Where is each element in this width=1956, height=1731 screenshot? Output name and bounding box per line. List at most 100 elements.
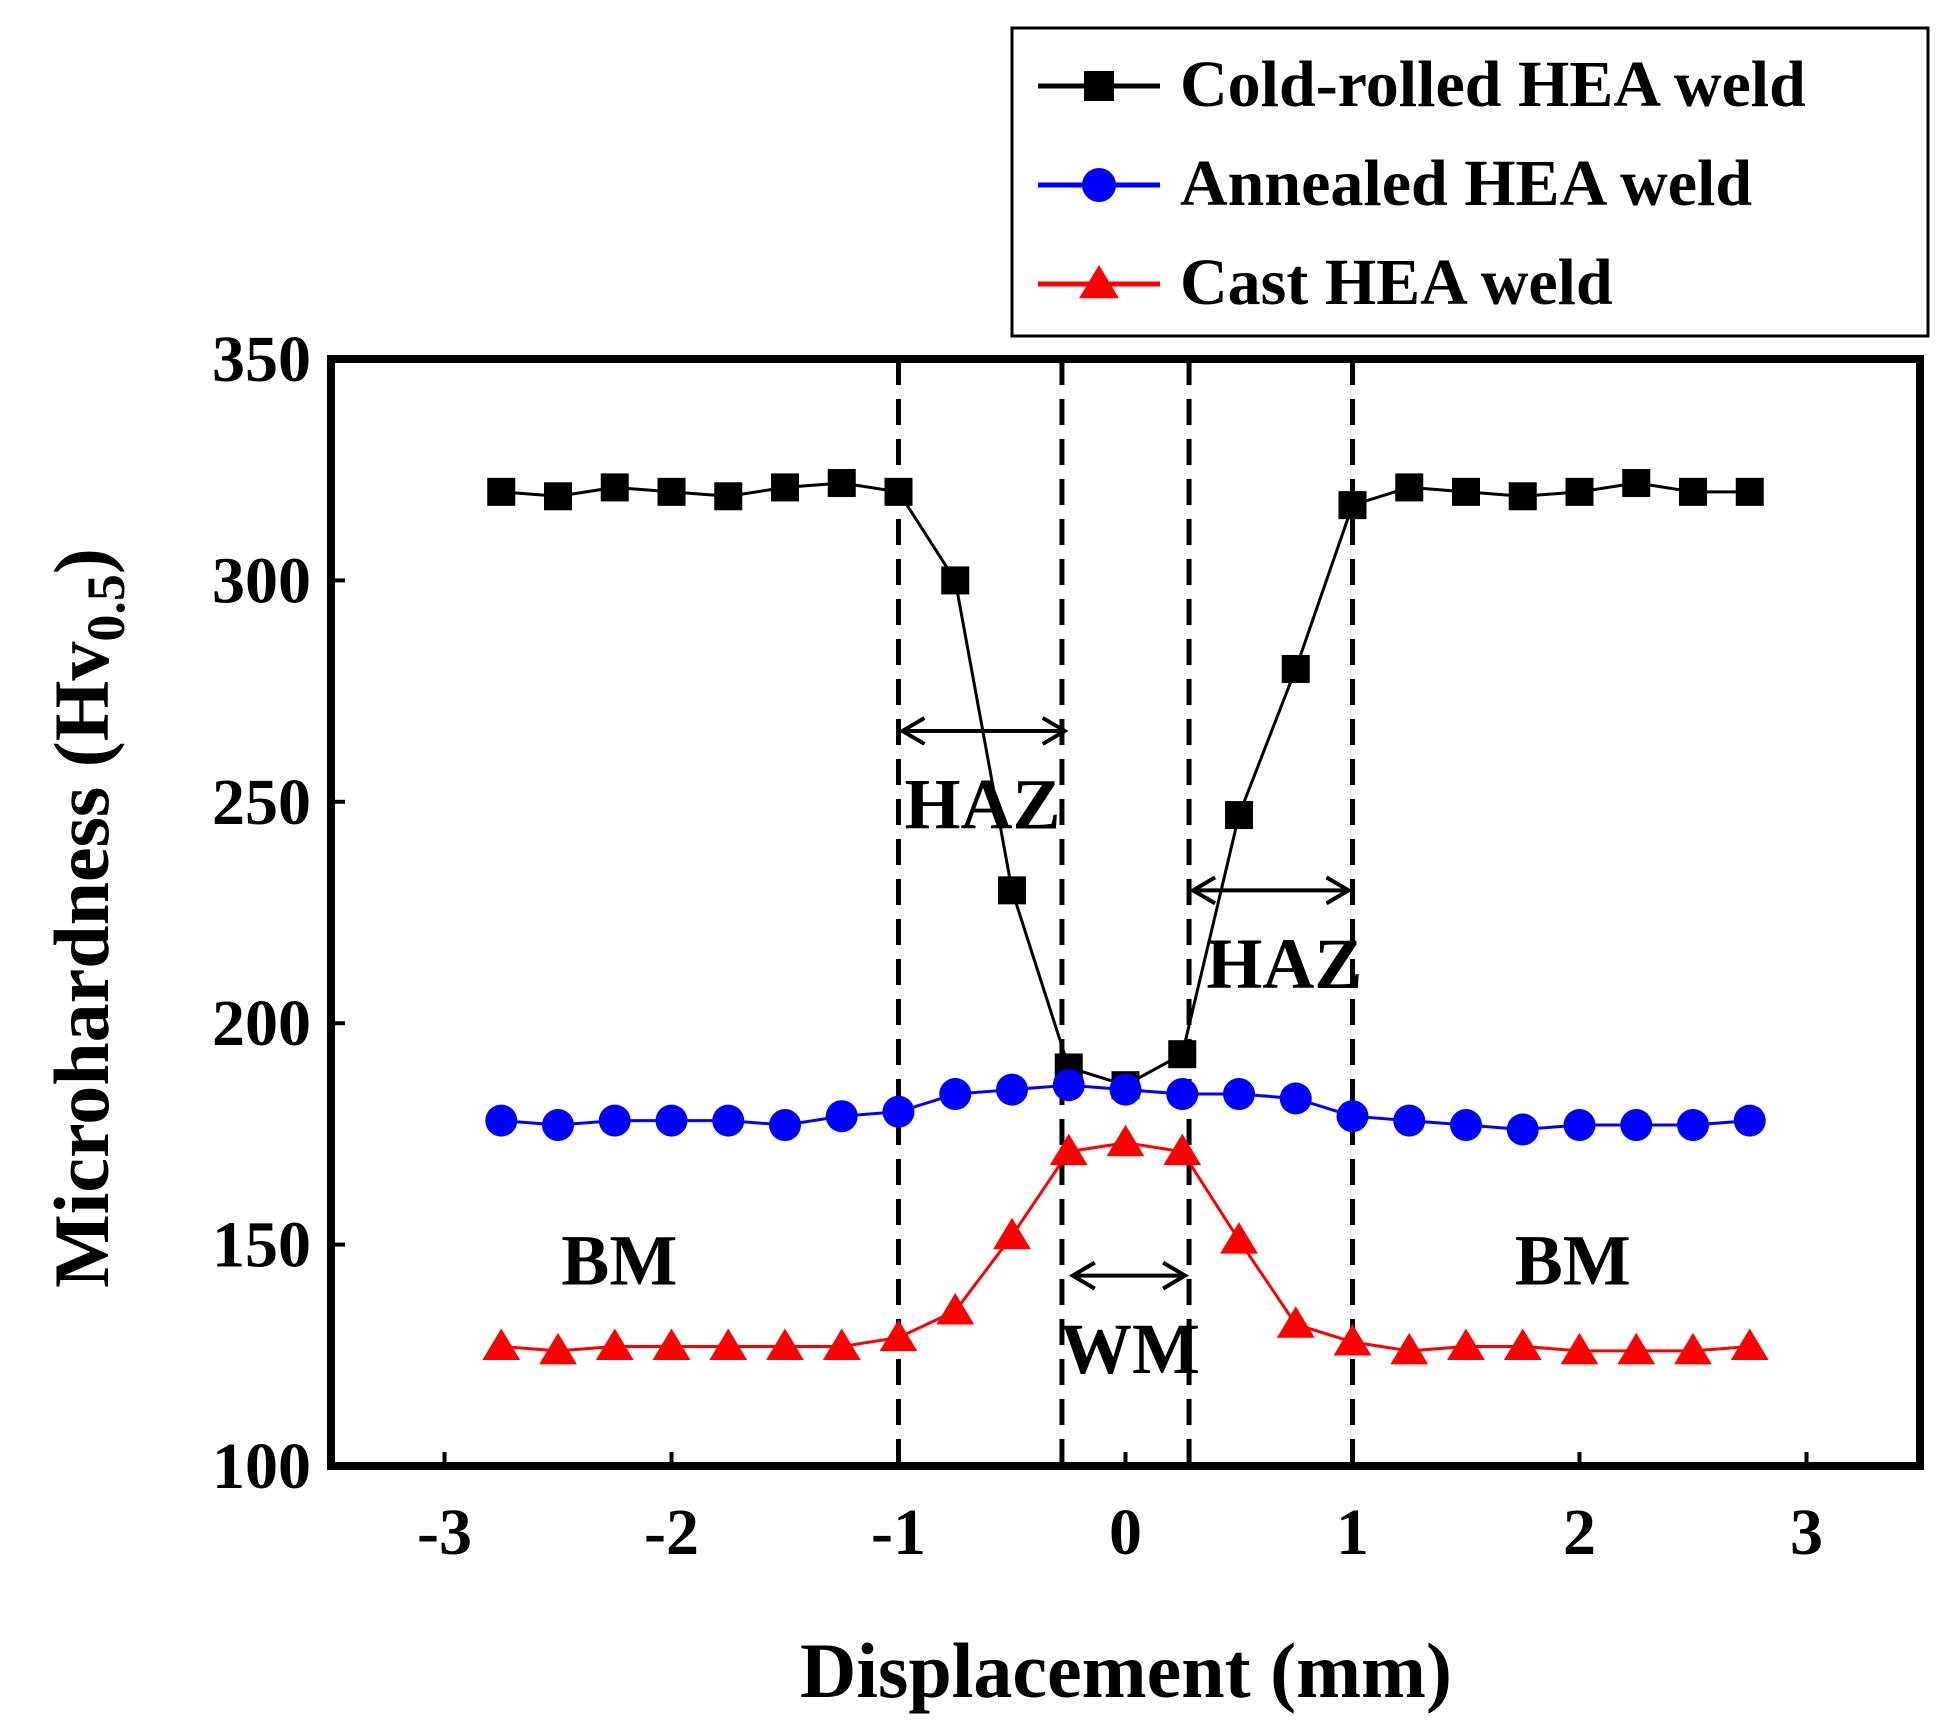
zone-arrow-head-right [1041,716,1069,746]
data-point-annealed-hea-weld [996,1073,1028,1106]
data-point-annealed-hea-weld [882,1095,915,1128]
data-point-annealed-hea-weld [485,1104,518,1137]
data-point-cast-hea-weld [595,1328,634,1360]
data-point-annealed-hea-weld [1506,1113,1539,1146]
zone-label-haz: HAZ [904,764,1060,844]
x-tick-label: -2 [644,1496,699,1569]
legend-swatch-marker-annealed-hea-weld [1082,168,1116,202]
data-point-cold-rolled-hea-weld [998,876,1026,905]
data-point-annealed-hea-weld [1336,1100,1369,1133]
legend-swatch-marker-cast-hea-weld [1079,265,1119,299]
data-point-annealed-hea-weld [655,1104,688,1137]
x-tick-label: 2 [1563,1496,1596,1569]
data-point-cast-hea-weld [1560,1332,1599,1365]
data-point-cold-rolled-hea-weld [600,473,629,502]
plot-frame [327,355,1924,1470]
zone-arrow-head-left [1068,1260,1096,1291]
legend-label-cast: Cast HEA weld [1180,246,1613,319]
legend: Cold-rolled HEA weld Annealed HEA weld C… [1010,26,1930,338]
data-point-cold-rolled-hea-weld [771,473,799,502]
data-point-cold-rolled-hea-weld [657,477,686,506]
x-tick-label: -3 [417,1496,472,1569]
data-point-cold-rolled-hea-weld [884,477,913,506]
x-tick-label: 1 [1336,1496,1369,1569]
data-point-annealed-hea-weld [1166,1078,1199,1111]
data-point-annealed-hea-weld [1450,1109,1482,1142]
data-point-cast-hea-weld [1390,1332,1429,1365]
y-axis-title: Microhardness (Hv0.5) [38,548,136,1288]
x-tick-label: 0 [1109,1496,1142,1569]
data-point-annealed-hea-weld [1563,1109,1596,1142]
data-point-annealed-hea-weld [1393,1104,1426,1137]
data-point-cold-rolled-hea-weld [1508,482,1537,511]
zone-label-bm: BM [1515,1220,1631,1300]
data-point-cast-hea-weld [652,1328,691,1360]
legend-box [1010,26,1930,338]
zone-label-wm: WM [1060,1309,1200,1389]
series-line-cold-rolled-hea-weld [501,481,1750,1087]
data-point-cast-hea-weld [539,1332,577,1365]
data-point-cold-rolled-hea-weld [1168,1040,1197,1069]
data-point-cast-hea-weld [1617,1332,1656,1365]
data-point-annealed-hea-weld [939,1078,972,1111]
x-axis-title: Displacement (mm) [800,1627,1452,1714]
data-point-cold-rolled-hea-weld [1338,491,1367,520]
y-tick-label: 350 [212,323,311,396]
data-point-cast-hea-weld [879,1319,918,1352]
y-tick-label: 300 [212,544,311,617]
data-point-annealed-hea-weld [598,1104,631,1137]
legend-label-annealed: Annealed HEA weld [1180,147,1752,220]
data-point-cast-hea-weld [709,1328,748,1360]
data-point-annealed-hea-weld [1677,1109,1709,1142]
zone-arrow [1189,875,1353,906]
data-point-cold-rolled-hea-weld [714,482,743,511]
data-point-cast-hea-weld [1220,1222,1258,1254]
data-point-cast-hea-weld [1730,1328,1769,1360]
data-point-cold-rolled-hea-weld [1735,477,1764,506]
data-point-cold-rolled-hea-weld [487,477,516,506]
data-point-annealed-hea-weld [1223,1078,1255,1111]
x-tick-label: 3 [1790,1496,1823,1569]
y-axis-title-main: Microhardness (Hv [38,642,125,1288]
zone-arrow [898,716,1069,746]
data-point-cast-hea-weld [993,1217,1031,1250]
y-tick-label: 100 [212,1430,311,1503]
zone-arrow-head-right [1162,1260,1189,1291]
data-point-cold-rolled-hea-weld [1281,654,1310,683]
data-point-annealed-hea-weld [1109,1073,1142,1106]
data-point-annealed-hea-weld [825,1100,858,1133]
plot-area: 100 150 200 250 300 350 -3 -2 -1 0 1 2 3 HAZ HAZ WM BM BM [212,323,1924,1569]
zone-arrow-head-left [1189,875,1217,906]
x-tick-label: -1 [871,1496,926,1569]
data-point-cold-rolled-hea-weld [1679,477,1707,506]
legend-label-cold-rolled: Cold-rolled HEA weld [1180,48,1806,121]
data-point-cold-rolled-hea-weld [1622,468,1651,497]
zone-label-bm: BM [561,1220,677,1300]
data-point-cast-hea-weld [1674,1332,1712,1365]
data-point-cast-hea-weld [1447,1328,1485,1360]
data-point-cold-rolled-hea-weld [1452,477,1480,506]
data-point-cold-rolled-hea-weld [1565,477,1594,506]
data-point-cast-hea-weld [1333,1324,1372,1356]
data-point-annealed-hea-weld [1279,1082,1312,1115]
data-point-annealed-hea-weld [1620,1109,1653,1142]
data-point-cast-hea-weld [1276,1306,1315,1338]
data-point-cast-hea-weld [822,1328,861,1360]
zone-arrow [1068,1260,1189,1291]
data-point-cold-rolled-hea-weld [1225,801,1253,830]
data-point-annealed-hea-weld [1052,1069,1085,1102]
data-point-cold-rolled-hea-weld [1395,473,1424,502]
y-tick-label: 200 [212,987,311,1060]
data-point-cold-rolled-hea-weld [827,468,856,497]
data-point-annealed-hea-weld [712,1104,745,1137]
data-point-cast-hea-weld [1503,1328,1542,1360]
y-tick-label: 250 [212,766,311,839]
data-point-cold-rolled-hea-weld [544,482,572,511]
data-point-cast-hea-weld [1163,1133,1202,1166]
data-point-cold-rolled-hea-weld [941,566,970,595]
y-axis-title-close: ) [38,548,125,574]
zone-arrow-head-left [898,716,926,746]
data-point-cast-hea-weld [1106,1124,1145,1157]
legend-swatch-marker-cold-rolled-hea-weld [1084,71,1114,101]
